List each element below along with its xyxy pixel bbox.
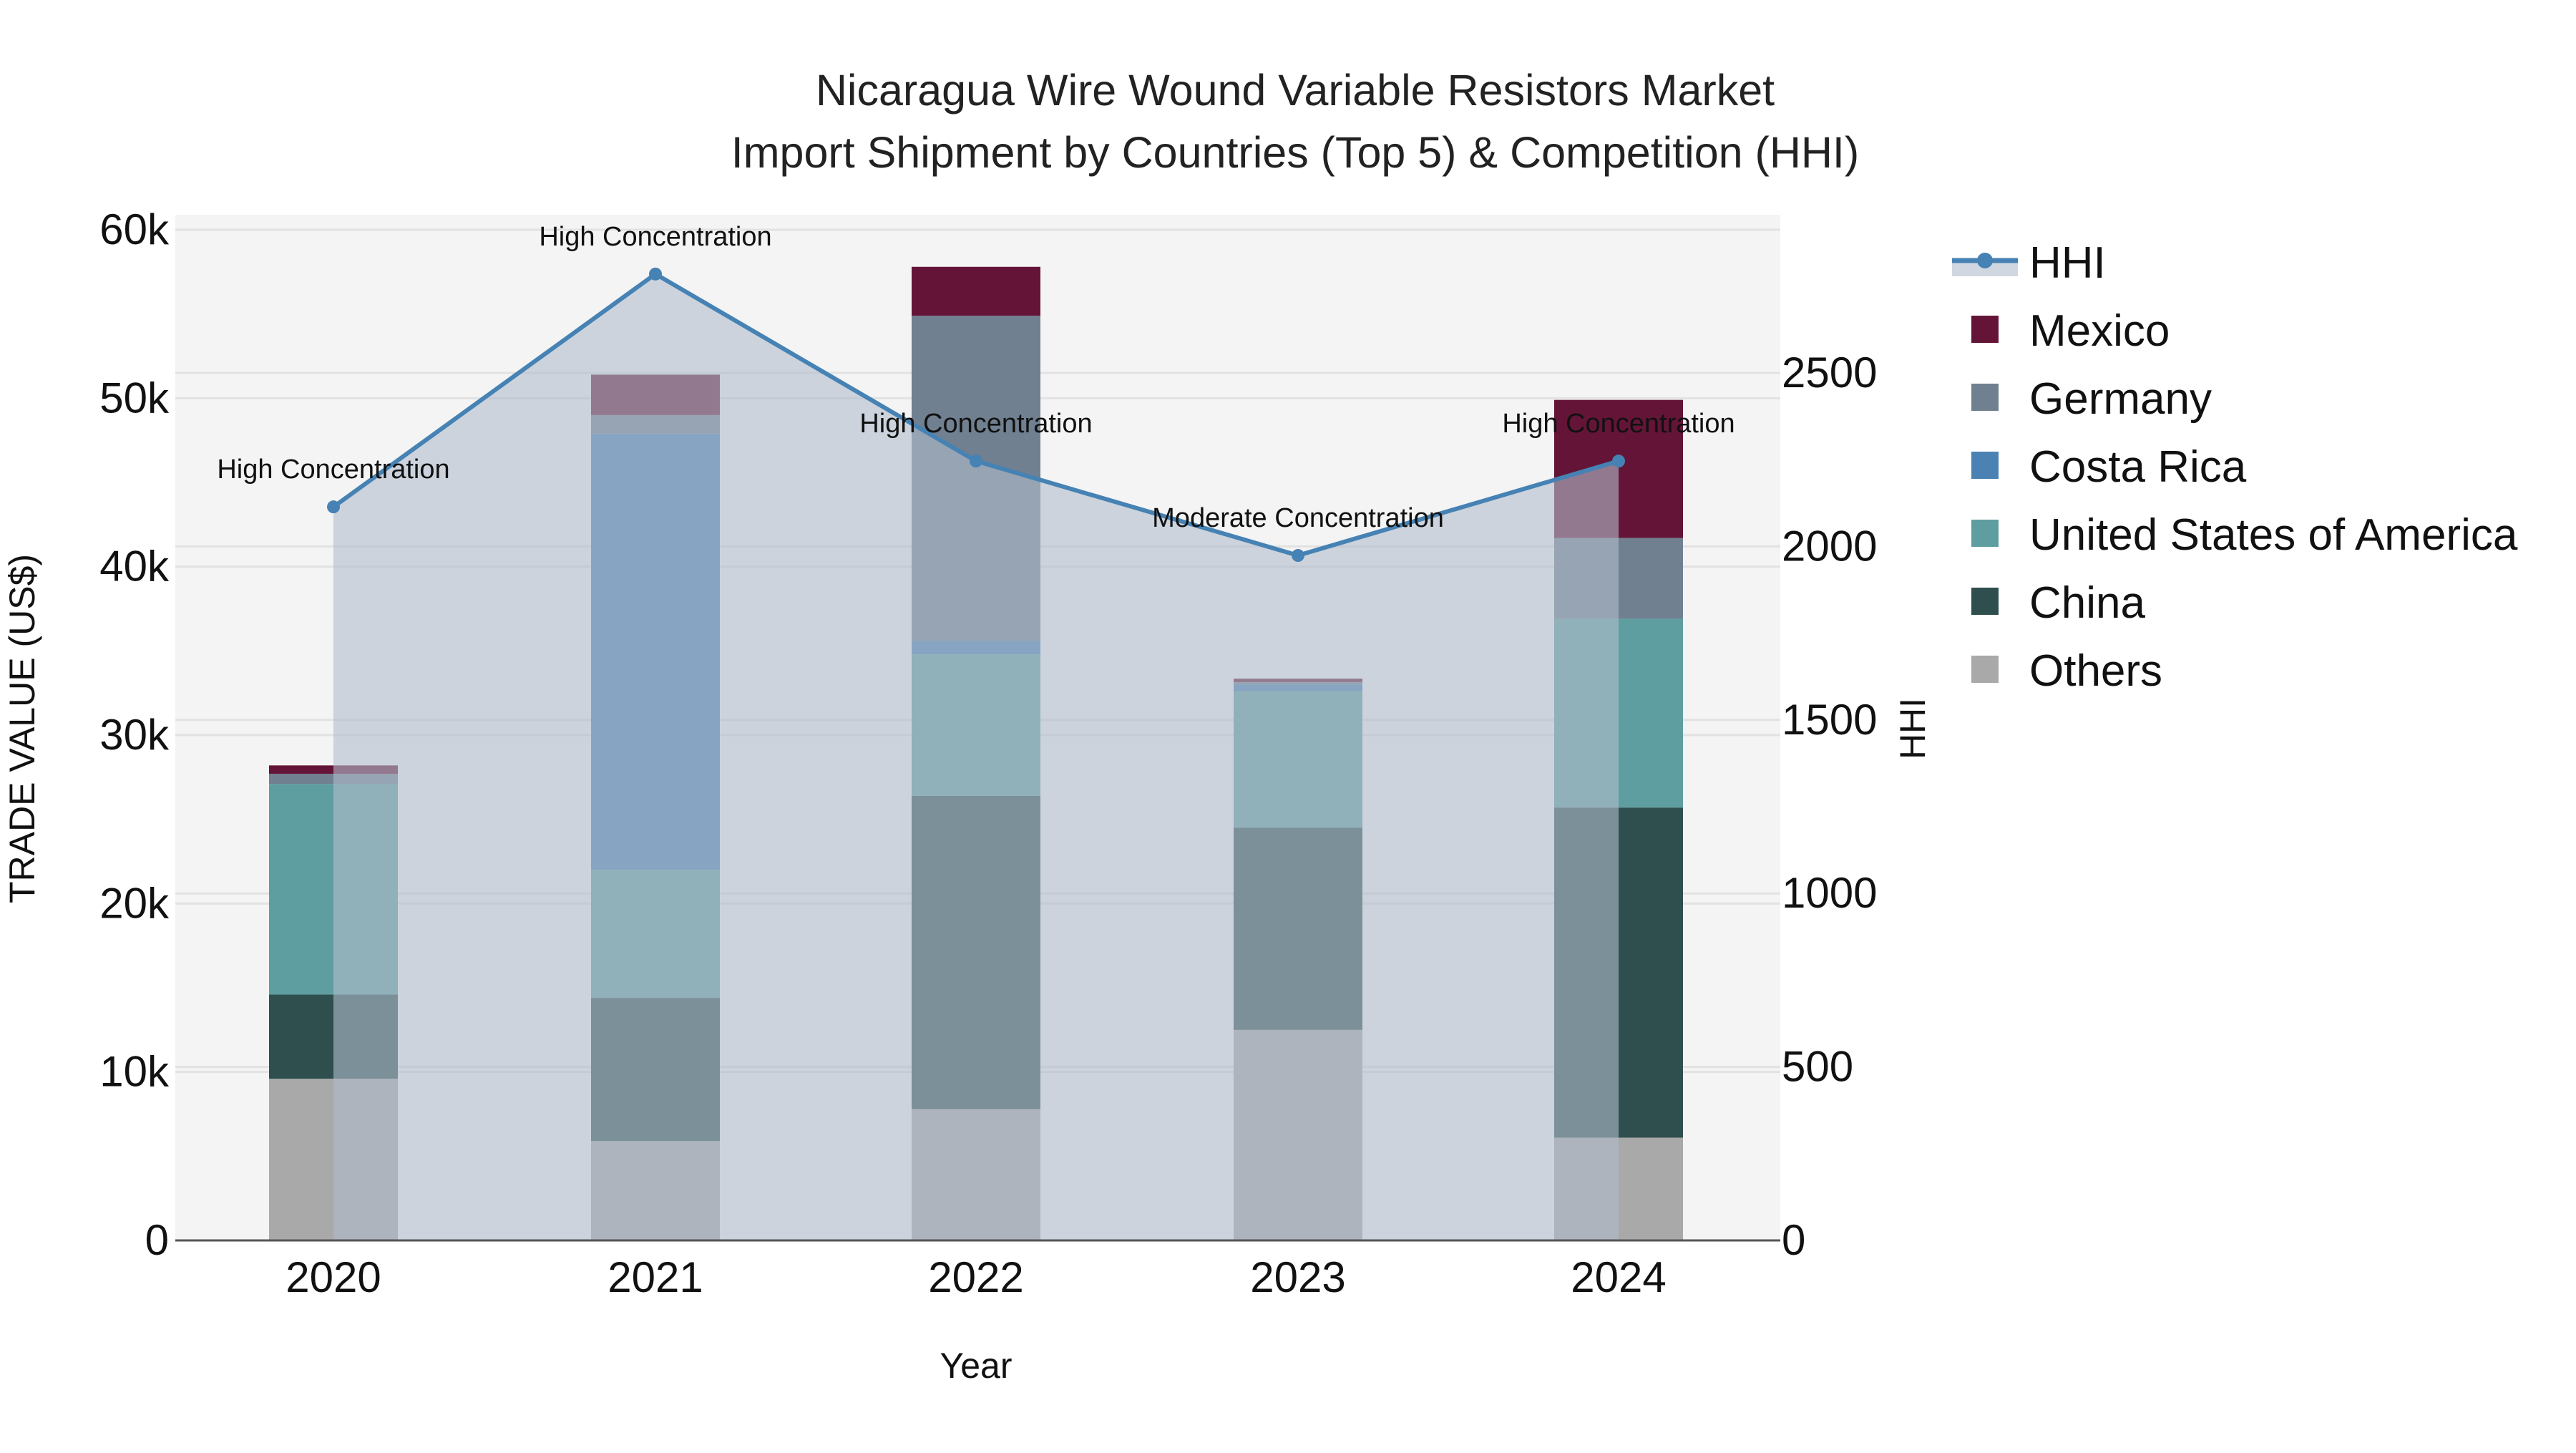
y-axis-left-title: TRADE VALUE (US$) xyxy=(2,554,42,903)
y-axis-right-title: HHI xyxy=(1893,698,1933,759)
legend-item-hhi[interactable]: HHI xyxy=(1952,238,2106,288)
legend-item-others[interactable]: Others xyxy=(1971,646,2162,696)
x-axis-title: Year xyxy=(940,1346,1012,1386)
x-tick-label-2024: 2024 xyxy=(1571,1253,1666,1301)
hhi-marker-2023[interactable] xyxy=(1292,549,1304,563)
legend-label: Mexico xyxy=(2029,306,2170,356)
x-axis-ticks: 2020 2021 2022 2023 2024 xyxy=(286,1253,1666,1301)
hhi-annotations: High Concentration High Concentration High… xyxy=(217,222,1735,533)
legend-swatch-icon xyxy=(1971,316,1999,343)
y-left-tick-label: 60k xyxy=(99,205,170,253)
y-right-tick-label: 1000 xyxy=(1782,869,1877,917)
legend-label: Germany xyxy=(2029,374,2212,424)
y-right-tick-label: 2500 xyxy=(1782,349,1877,397)
hhi-fill-area xyxy=(333,273,1619,1240)
legend-item-germany[interactable]: Germany xyxy=(1971,374,2212,424)
chart-title-line-2: Import Shipment by Countries (Top 5) & C… xyxy=(731,128,1859,177)
hhi-marker-2020[interactable] xyxy=(327,500,340,514)
x-tick-label-2022: 2022 xyxy=(928,1253,1023,1301)
legend-swatch-icon xyxy=(1971,588,1999,615)
legend-item-costa-rica[interactable]: Costa Rica xyxy=(1971,442,2247,492)
x-tick-label-2020: 2020 xyxy=(286,1253,381,1301)
legend-label: Costa Rica xyxy=(2029,442,2247,492)
legend-item-mexico[interactable]: Mexico xyxy=(1971,306,2170,356)
y-left-tick-label: 10k xyxy=(99,1048,170,1096)
legend: HHI Mexico Germany Costa Rica United States … xyxy=(1952,238,2518,696)
chart-title-line-1: Nicaragua Wire Wound Variable Resistors … xyxy=(816,66,1775,115)
y-right-tick-label: 0 xyxy=(1782,1216,1805,1264)
hhi-annotation-2023: Moderate Concentration xyxy=(1152,503,1444,533)
legend-swatch-icon xyxy=(1971,452,1999,479)
y-right-tick-label: 2000 xyxy=(1782,522,1877,570)
legend-item-china[interactable]: China xyxy=(1971,578,2146,628)
legend-label: China xyxy=(2029,578,2146,628)
x-tick-label-2023: 2023 xyxy=(1250,1253,1345,1301)
y-right-tick-label: 500 xyxy=(1782,1043,1853,1091)
y-left-tick-label: 50k xyxy=(99,374,170,422)
y-right-tick-label: 1500 xyxy=(1782,696,1877,744)
legend-swatch-icon xyxy=(1971,656,1999,683)
hhi-annotation-2024: High Concentration xyxy=(1502,409,1735,439)
hhi-annotation-2020: High Concentration xyxy=(217,455,449,485)
hhi-marker-2024[interactable] xyxy=(1612,455,1625,468)
hhi-marker-2022[interactable] xyxy=(970,455,982,468)
y-left-tick-label: 30k xyxy=(99,711,170,759)
y-left-tick-label: 40k xyxy=(99,543,170,591)
hhi-annotation-2021: High Concentration xyxy=(539,222,771,252)
legend-item-united-states-of-america[interactable]: United States of America xyxy=(1971,510,2518,560)
x-tick-label-2021: 2021 xyxy=(608,1253,703,1301)
y-left-tick-label: 20k xyxy=(99,879,170,927)
hhi-line xyxy=(327,267,1625,1240)
y-axis-left-ticks: 0 10k 20k 30k 40k 50k 60k xyxy=(99,205,170,1264)
legend-label: Others xyxy=(2029,646,2162,696)
legend-marker-icon xyxy=(1977,253,1993,268)
legend-swatch-icon xyxy=(1971,384,1999,411)
legend-label: HHI xyxy=(2029,238,2106,288)
y-axis-right-ticks: 0 500 1000 1500 2000 2500 xyxy=(1782,349,1877,1264)
hhi-marker-2021[interactable] xyxy=(649,267,662,281)
legend-label: United States of America xyxy=(2029,510,2518,560)
legend-swatch-icon xyxy=(1971,520,1999,547)
hhi-annotation-2022: High Concentration xyxy=(859,409,1092,439)
y-left-tick-label: 0 xyxy=(145,1216,169,1264)
bar-segment-mexico[interactable] xyxy=(912,266,1040,316)
